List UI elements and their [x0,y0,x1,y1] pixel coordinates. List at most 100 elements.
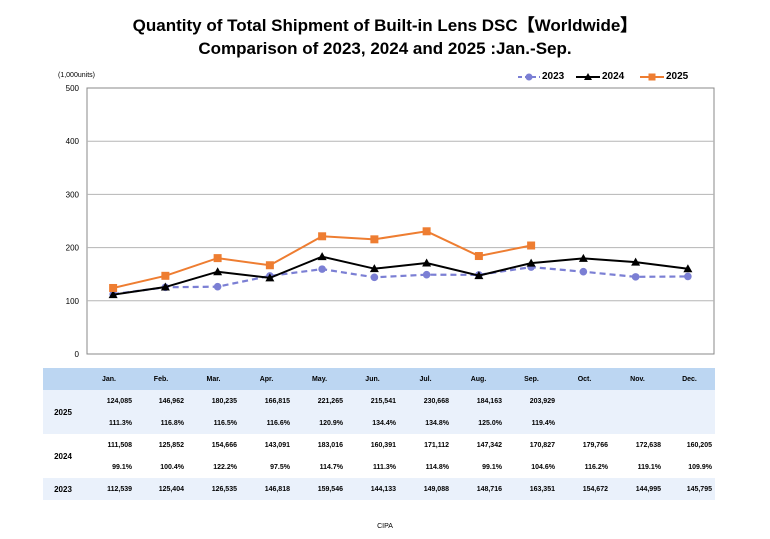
table-cell-ratio: 99.1% [452,456,505,478]
table-cell-ratio: 97.5% [240,456,293,478]
point-2023 [370,273,379,282]
table-cell-value: 183,016 [293,434,346,456]
table-cell-ratio: 114.8% [399,456,452,478]
table-cell-ratio: 111.3% [83,412,135,434]
table-cell-ratio: 125.0% [452,412,505,434]
point-2024 [474,271,484,280]
table-cell-ratio: 99.1% [83,456,135,478]
row-year-label: 2024 [43,434,83,478]
y-tick-label: 100 [66,297,80,306]
point-2024 [369,264,379,273]
table-cell-ratio: 114.7% [293,456,346,478]
table-cell-value [558,390,611,412]
point-2023 [318,265,326,273]
series-line-2023 [112,265,688,296]
point-2024 [108,290,118,299]
legend-item-2025: 2025 [640,71,688,82]
point-2024 [578,253,588,262]
row-year-label: 2023 [43,478,83,500]
legend-label-2023: 2023 [542,71,565,82]
table-cell-value [664,390,715,412]
table-cell-value: 180,235 [187,390,240,412]
table-header-cell: Feb. [135,368,187,390]
table-cell-value: 215,541 [346,390,399,412]
point-2025 [265,261,274,270]
table-header-cell: Aug. [452,368,505,390]
table-cell-ratio: 122.2% [187,456,240,478]
point-2025 [161,271,170,280]
table-cell-value: 149,088 [399,478,452,500]
table-row: 99.1% 100.4% 122.2% 97.5% 114.7% 111.3% 114.8%… [43,456,715,478]
point-2025 [370,235,379,244]
table-cell-value: 147,342 [452,434,505,456]
y-tick-label: 300 [66,190,80,199]
table-cell-value: 111,508 [83,434,135,456]
table-cell-value: 125,404 [135,478,187,500]
table-cell-ratio [611,412,664,434]
table-cell-value: 230,668 [399,390,452,412]
table-cell-value: 124,085 [83,390,135,412]
legend-item-2023: 2023 [518,71,564,82]
table-cell-value: 154,666 [187,434,240,456]
chart-subtitle: Comparison of 2023, 2024 and 2025 :Jan.-… [198,39,572,58]
point-2025 [213,254,222,263]
point-2025 [422,227,431,236]
table-header-cell: Oct. [558,368,611,390]
table-header-cell: Nov. [611,368,664,390]
table-header-cell: Sep. [505,368,558,390]
table-cell-value: 146,962 [135,390,187,412]
legend-label-2024: 2024 [602,71,625,82]
row-year-label: 2025 [43,390,83,434]
point-2024 [683,264,693,273]
y-tick-label: 500 [66,84,80,93]
table-header-cell: Jan. [83,368,135,390]
table-header-cell: Apr. [240,368,293,390]
table-cell-value: 170,827 [505,434,558,456]
table-cell-value: 172,638 [611,434,664,456]
table-cell-ratio [664,412,715,434]
point-2025 [527,241,536,250]
table-header-cell: May. [293,368,346,390]
table-cell-value: 154,672 [558,478,611,500]
series-line-2024 [112,255,689,296]
table-row: 2024 111,508 125,852 154,666 143,091 183,016 1… [43,434,715,478]
table-header-corner [43,368,83,390]
legend-swatch-2024 [576,72,600,80]
point-2023 [684,272,692,281]
legend-item-2024: 2024 [576,71,624,82]
source-label: CIPA [377,523,393,530]
point-2024 [631,257,641,266]
table-cell-ratio: 119.1% [611,456,664,478]
table-cell-value: 112,539 [83,478,135,500]
chart-title: Quantity of Total Shipment of Built-in L… [132,16,638,35]
legend-swatch-2023 [518,73,540,80]
legend-label-2025: 2025 [666,71,689,82]
unit-label: (1,000units) [58,72,95,79]
table-cell-value [611,390,664,412]
table-cell-value: 166,815 [240,390,293,412]
table-cell-ratio [558,412,611,434]
table-cell-value: 125,852 [135,434,187,456]
table-cell-ratio: 111.3% [346,456,399,478]
legend-swatch-2025 [640,73,664,80]
point-2024 [526,258,536,267]
table-cell-value: 221,265 [293,390,346,412]
table-cell-ratio: 119.4% [505,412,558,434]
table-row: 2025 124,085 146,962 180,235 166,815 221,265 2… [43,390,715,434]
table-cell-value: 145,795 [664,478,715,500]
table-cell-value: 146,818 [240,478,293,500]
table-cell-ratio: 100.4% [135,456,187,478]
point-2023 [213,282,222,291]
point-2024 [317,252,327,261]
table-cell-ratio: 116.2% [558,456,611,478]
point-2023 [631,273,640,281]
table-cell-value: 159,546 [293,478,346,500]
y-tick-label: 400 [66,137,80,146]
point-2024 [265,273,275,282]
point-2025 [474,252,483,261]
y-tick-label: 200 [66,244,80,253]
table-cell-value: 184,163 [452,390,505,412]
plot-area [86,87,715,355]
table-cell-ratio: 116.6% [240,412,293,434]
table-cell-ratio: 134.4% [346,412,399,434]
